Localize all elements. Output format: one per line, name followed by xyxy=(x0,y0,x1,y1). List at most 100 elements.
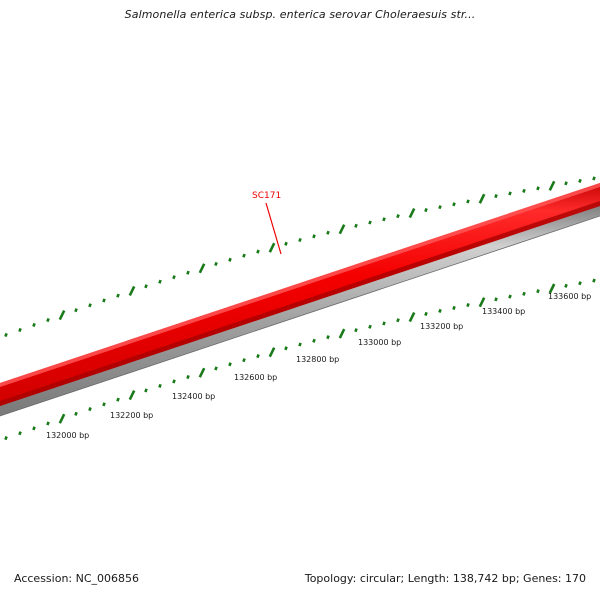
gene-callout-sc171[interactable]: SC171 xyxy=(252,191,282,255)
upper-minor-tick xyxy=(522,188,526,193)
lower-minor-tick xyxy=(424,311,428,316)
upper-minor-tick xyxy=(466,199,470,204)
lower-minor-tick xyxy=(46,421,50,426)
lower-minor-tick xyxy=(88,407,92,412)
upper-major-tick xyxy=(268,242,276,253)
upper-minor-tick xyxy=(18,327,22,333)
upper-major-tick xyxy=(478,193,486,204)
upper-minor-tick xyxy=(354,223,358,228)
upper-minor-tick xyxy=(368,220,372,225)
upper-major-tick xyxy=(408,207,416,219)
upper-minor-tick xyxy=(172,275,176,280)
page-title: Salmonella enterica subsp. enterica sero… xyxy=(124,8,476,21)
accession-text: Accession: NC_006856 xyxy=(14,572,140,585)
lower-minor-tick xyxy=(578,281,582,286)
upper-minor-tick xyxy=(326,230,330,235)
lower-major-tick xyxy=(58,413,66,424)
lower-major-tick xyxy=(548,283,556,294)
upper-minor-tick xyxy=(32,322,36,328)
lower-minor-tick xyxy=(74,411,78,416)
lower-minor-tick xyxy=(438,308,442,313)
upper-minor-tick xyxy=(592,176,596,181)
lower-minor-tick xyxy=(256,354,260,359)
upper-major-tick xyxy=(548,180,556,191)
gene-track-sc171[interactable] xyxy=(0,179,600,408)
lower-minor-tick xyxy=(242,358,246,363)
upper-minor-tick xyxy=(536,186,540,191)
lower-minor-tick xyxy=(186,374,190,380)
upper-minor-tick xyxy=(494,194,498,199)
upper-minor-tick xyxy=(46,317,50,323)
lower-minor-tick xyxy=(4,436,8,441)
lower-minor-tick xyxy=(382,321,386,326)
bp-tick-label: 133000 bp xyxy=(358,338,401,347)
lower-minor-tick xyxy=(508,294,512,299)
lower-minor-tick xyxy=(298,342,302,347)
lower-minor-tick xyxy=(522,291,526,296)
leader-line xyxy=(265,202,282,255)
upper-minor-tick xyxy=(214,261,218,267)
gene-band-highlight xyxy=(0,183,600,387)
lower-major-tick xyxy=(128,389,136,401)
upper-minor-tick xyxy=(508,191,512,196)
upper-minor-tick xyxy=(564,181,568,186)
lower-major-tick xyxy=(198,367,206,378)
lower-major-tick xyxy=(338,328,346,339)
lower-major-tick xyxy=(268,347,276,358)
upper-minor-tick xyxy=(424,207,428,213)
lower-minor-tick xyxy=(144,388,148,393)
upper-major-tick xyxy=(338,224,346,235)
lower-minor-tick xyxy=(312,338,316,343)
bp-tick-label: 132600 bp xyxy=(234,373,277,382)
bp-tick-label: 133400 bp xyxy=(482,307,525,316)
bp-tick-label: 132800 bp xyxy=(296,355,339,364)
lower-minor-tick xyxy=(18,431,22,436)
lower-ruler-ticks xyxy=(4,278,596,441)
backbone-bottom-edge xyxy=(0,215,600,417)
lower-minor-tick xyxy=(228,362,232,367)
upper-minor-tick xyxy=(284,241,288,246)
upper-minor-tick xyxy=(578,178,582,183)
upper-minor-tick xyxy=(438,205,442,210)
lower-minor-tick xyxy=(466,302,470,308)
lower-minor-tick xyxy=(592,278,596,283)
upper-minor-tick xyxy=(4,332,8,338)
lower-minor-tick xyxy=(396,318,400,323)
lower-minor-tick xyxy=(172,379,176,384)
lower-minor-tick xyxy=(116,397,120,402)
gene-band-shadow xyxy=(0,201,600,406)
upper-major-tick xyxy=(198,263,206,274)
lower-minor-tick xyxy=(158,383,162,388)
lower-major-tick xyxy=(408,311,416,323)
lower-major-tick xyxy=(478,297,486,308)
upper-minor-tick xyxy=(228,257,232,262)
bp-tick-label: 133600 bp xyxy=(548,292,591,301)
lower-minor-tick xyxy=(354,328,358,333)
upper-major-tick xyxy=(58,310,66,321)
bp-tick-label: 132200 bp xyxy=(110,411,153,420)
lower-minor-tick xyxy=(102,402,106,407)
upper-minor-tick xyxy=(312,234,316,239)
lower-minor-tick xyxy=(32,426,36,431)
bp-tick-label: 133200 bp xyxy=(420,322,463,331)
topology-summary-text: Topology: circular; Length: 138,742 bp; … xyxy=(304,572,586,585)
gene-label-sc171[interactable]: SC171 xyxy=(252,191,281,201)
bp-tick-labels: 132000 bp 132200 bp 132400 bp 132600 bp 1328… xyxy=(46,292,591,440)
lower-minor-tick xyxy=(452,305,456,310)
lower-minor-tick xyxy=(214,366,218,371)
upper-ruler-ticks xyxy=(4,176,596,338)
gene-band-sc171[interactable] xyxy=(0,179,600,408)
upper-minor-tick xyxy=(186,270,190,275)
lower-minor-tick xyxy=(564,283,568,288)
upper-minor-tick xyxy=(88,303,92,308)
upper-minor-tick xyxy=(396,214,400,219)
upper-major-tick xyxy=(128,285,136,297)
upper-minor-tick xyxy=(242,253,246,258)
upper-minor-tick xyxy=(256,249,260,254)
lower-minor-tick xyxy=(536,289,540,294)
lower-minor-tick xyxy=(284,346,288,351)
upper-minor-tick xyxy=(74,308,78,313)
upper-minor-tick xyxy=(298,237,302,243)
